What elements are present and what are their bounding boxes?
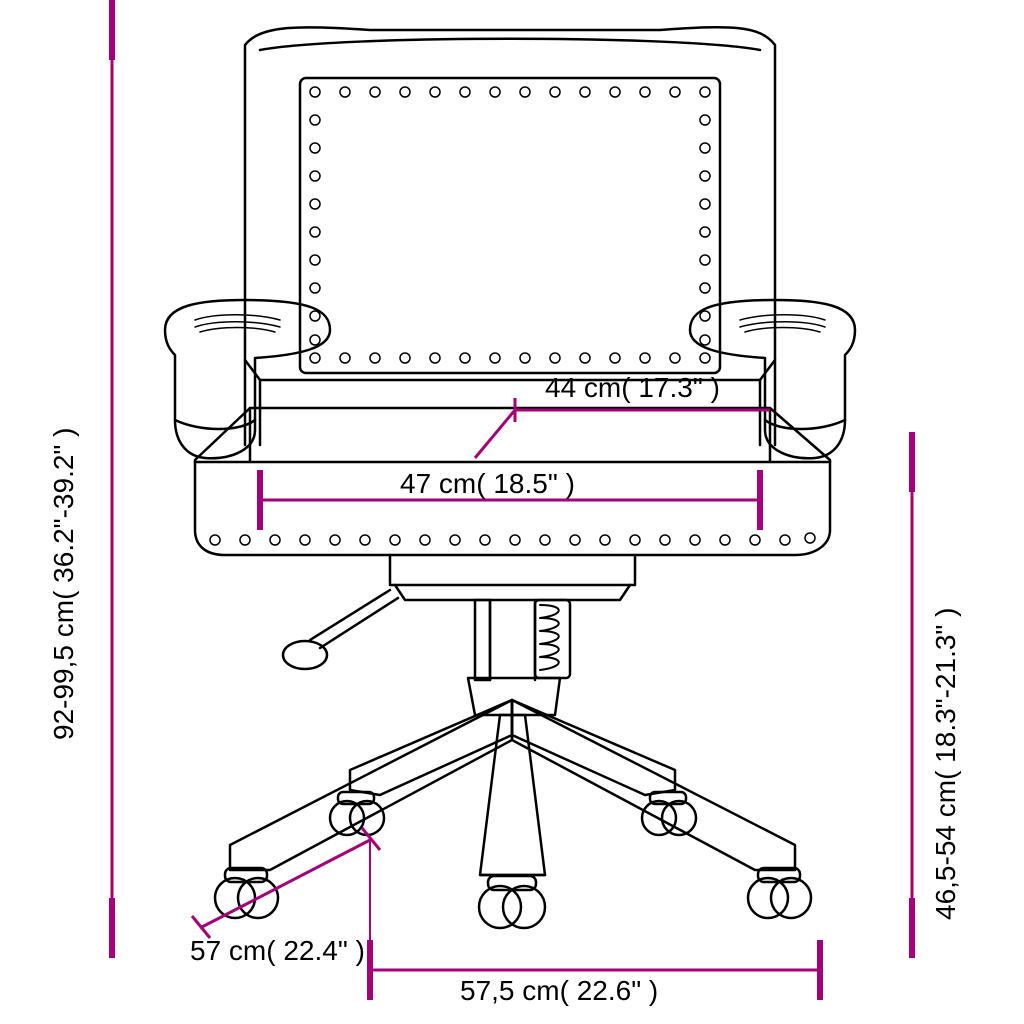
dim-base-width: 57,5 cm( 22.6" ) — [460, 975, 658, 1007]
rivets-seat — [210, 533, 815, 545]
dim-total-height: 92-99,5 cm( 36.2"-39.2" ) — [48, 220, 80, 740]
dim-seat-depth: 44 cm( 17.3" ) — [545, 372, 720, 404]
diagram-stage: 92-99,5 cm( 36.2"-39.2" ) 46,5-54 cm( 18… — [0, 0, 1024, 1024]
dim-seat-width: 47 cm( 18.5" ) — [400, 468, 575, 500]
dim-base-depth: 57 cm( 22.4" ) — [190, 935, 365, 967]
rivets-back — [310, 87, 710, 363]
dimension-lines — [112, 30, 912, 970]
diagram-svg — [0, 0, 1024, 1024]
dim-seat-height: 46,5-54 cm( 18.3"-21.3" ) — [930, 480, 962, 920]
casters — [215, 792, 811, 928]
base-legs — [230, 700, 795, 875]
